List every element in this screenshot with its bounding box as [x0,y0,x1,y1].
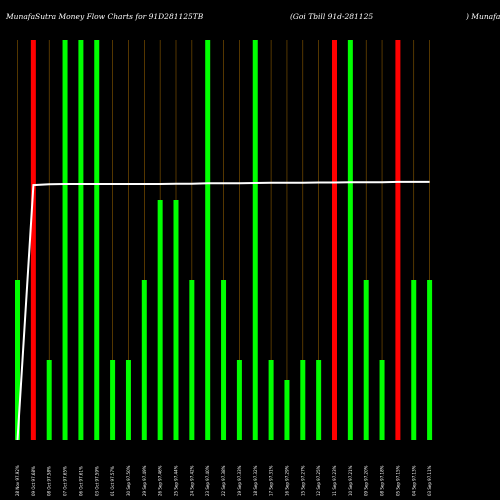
bar [221,280,227,440]
bar [332,40,337,440]
bar [157,200,163,440]
tick-label: 10 Sep 97.21% [348,465,353,496]
tick-label: 17 Sep 97.31% [269,465,274,496]
bar [347,40,353,440]
x-axis-ticks: 28 Nov 97.92% 09 Oct 97.68% 08 Oct 97.58% 0… [15,465,432,496]
tick-label: 12 Sep 97.25% [316,465,321,496]
tick-label: 18 Sep 97.32% [253,465,258,496]
bar [411,280,417,440]
tick-label: 08 Sep 97.18% [380,465,385,496]
bar [284,380,290,440]
tick-label: 03 Sep 97.11% [427,465,432,496]
bar [94,40,100,440]
tick-label: 09 Oct 97.68% [31,466,36,496]
bar [300,360,306,440]
tick-label: 30 Sep 97.50% [126,465,131,496]
bar [125,360,131,440]
bar [78,40,84,440]
tick-label: 23 Sep 97.40% [205,465,210,496]
tick-label: 04 Sep 97.13% [411,465,416,496]
tick-label: 09 Sep 97.20% [364,465,369,496]
tick-label: 11 Sep 97.23% [332,465,337,496]
bar [379,360,385,440]
tick-label: 26 Sep 97.46% [158,465,163,496]
bar [62,40,68,440]
bar [110,360,116,440]
chart-title-left: MunafaSutra Money Flow Charts for 91D281… [5,12,204,21]
bar [236,360,242,440]
bar [363,280,369,440]
price-line [16,180,430,441]
tick-label: 08 Oct 97.58% [47,466,52,496]
bar [141,280,147,440]
tick-label: 25 Sep 97.44% [174,465,179,496]
bar [15,280,20,440]
bars [15,40,433,440]
tick-label: 05 Sep 97.15% [395,465,400,496]
bar [205,40,211,440]
tick-label: 24 Sep 97.42% [189,465,194,496]
tick-label: 28 Nov 97.92% [15,465,20,496]
chart-title-middle: (Goi Tbill 91d-281125 [290,12,373,21]
bar [173,200,179,440]
tick-label: 29 Sep 97.49% [142,465,147,496]
chart-title-right: ) MunafaSutra.com [465,12,500,21]
bar [46,360,52,440]
tick-label: 06 Oct 97.61% [78,466,83,496]
tick-label: 22 Sep 97.38% [221,465,226,496]
bar [30,40,36,440]
tick-label: 15 Sep 97.27% [300,465,305,496]
tick-label: 07 Oct 97.65% [63,466,68,496]
tick-label: 19 Sep 97.33% [237,465,242,496]
price-line-path [16,180,430,441]
bar [268,360,274,440]
bar [316,360,322,440]
bar [427,280,433,440]
bar [252,40,258,440]
bar [395,40,401,440]
tick-label: 16 Sep 97.29% [284,465,289,496]
tick-label: 03 Oct 97.59% [94,466,99,496]
tick-label: 01 Oct 97.57% [110,466,115,496]
bar [189,280,195,440]
